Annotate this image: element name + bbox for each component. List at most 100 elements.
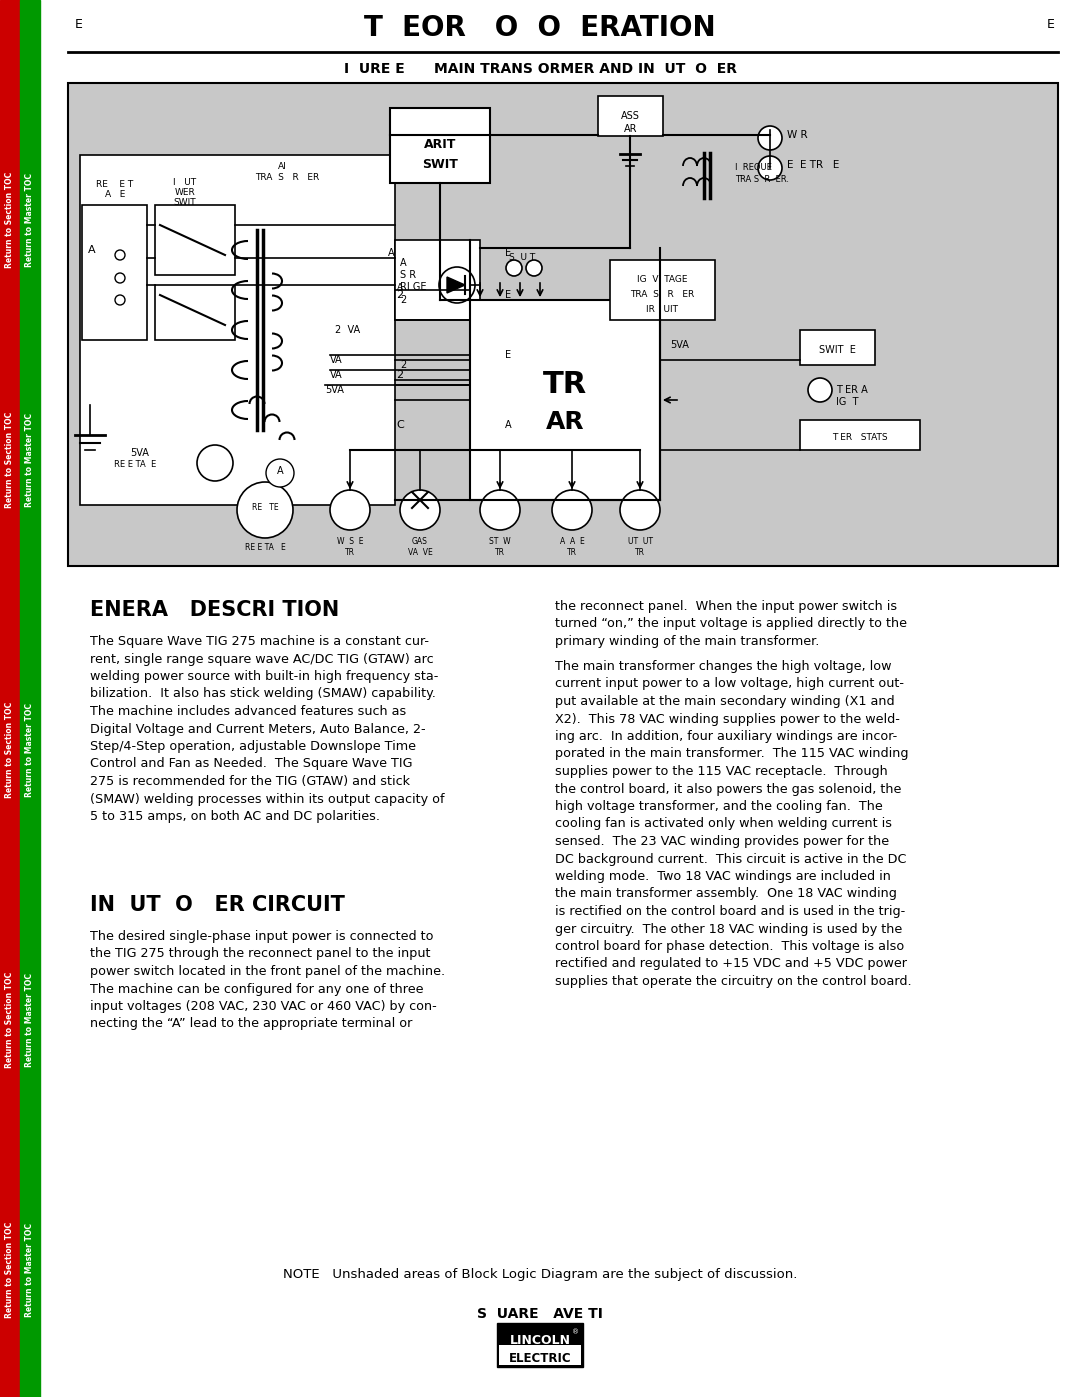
Circle shape <box>266 460 294 488</box>
Text: VA: VA <box>330 370 342 380</box>
Text: I  URE E      MAIN TRANS ORMER AND IN  UT  O  ER: I URE E MAIN TRANS ORMER AND IN UT O ER <box>343 61 737 75</box>
Bar <box>390 108 490 183</box>
Text: E: E <box>75 18 83 31</box>
Text: Return to Section TOC: Return to Section TOC <box>5 701 14 798</box>
Text: Return to Master TOC: Return to Master TOC <box>26 972 35 1067</box>
Text: The main transformer changes the high voltage, low
current input power to a low : The main transformer changes the high vo… <box>555 659 912 988</box>
Bar <box>156 285 235 339</box>
Text: Return to Section TOC: Return to Section TOC <box>5 972 14 1069</box>
Text: IN  UT  O   ER CIRCUIT: IN UT O ER CIRCUIT <box>90 895 345 915</box>
Text: 2  VA: 2 VA <box>335 326 360 335</box>
Text: A  A  E: A A E <box>559 536 584 546</box>
Circle shape <box>552 490 592 529</box>
Bar <box>156 205 235 275</box>
Text: TRA  S   R   ER: TRA S R ER <box>255 173 320 182</box>
Text: The Square Wave TIG 275 machine is a constant cur-
rent, single range square wav: The Square Wave TIG 275 machine is a con… <box>90 636 445 823</box>
Text: S R: S R <box>400 270 416 279</box>
Text: A   E: A E <box>105 190 125 198</box>
Text: A: A <box>389 249 395 258</box>
Text: the reconnect panel.  When the input power switch is
turned “on,” the input volt: the reconnect panel. When the input powe… <box>555 599 907 648</box>
Text: The desired single-phase input power is connected to
the TIG 275 through the rec: The desired single-phase input power is … <box>90 930 445 1031</box>
Circle shape <box>114 272 125 284</box>
Text: T  EOR   O  O  ERATION: T EOR O O ERATION <box>364 14 716 42</box>
Text: AR: AR <box>624 124 637 134</box>
Text: S  U T: S U T <box>509 253 535 263</box>
Text: A: A <box>400 258 407 268</box>
Text: 5VA: 5VA <box>325 386 343 395</box>
Bar <box>0 0 21 1397</box>
Bar <box>610 260 715 320</box>
Circle shape <box>197 446 233 481</box>
Bar <box>395 240 480 320</box>
Text: Return to Master TOC: Return to Master TOC <box>26 1222 35 1317</box>
Bar <box>82 205 147 339</box>
Circle shape <box>400 490 440 529</box>
Text: Return to Master TOC: Return to Master TOC <box>26 703 35 798</box>
Text: ®: ® <box>572 1329 580 1336</box>
Text: SWIT: SWIT <box>422 158 458 170</box>
Text: W  S  E: W S E <box>337 536 363 546</box>
Text: IG  T: IG T <box>836 397 859 407</box>
Text: RE E TA   E: RE E TA E <box>245 543 285 552</box>
Circle shape <box>114 295 125 305</box>
Circle shape <box>237 482 293 538</box>
Text: 5VA: 5VA <box>131 448 149 458</box>
Text: NOTE   Unshaded areas of Block Logic Diagram are the subject of discussion.: NOTE Unshaded areas of Block Logic Diagr… <box>283 1268 797 1281</box>
Text: GAS: GAS <box>413 536 428 546</box>
Text: AR: AR <box>545 409 584 434</box>
Bar <box>497 1323 583 1368</box>
Text: SWIT: SWIT <box>174 198 197 207</box>
Text: 2: 2 <box>400 360 406 370</box>
Circle shape <box>526 260 542 277</box>
Text: UT  UT: UT UT <box>627 536 652 546</box>
Text: ST  W: ST W <box>489 536 511 546</box>
Circle shape <box>114 250 125 260</box>
Text: E: E <box>505 351 511 360</box>
Text: S  UARE   AVE TI: S UARE AVE TI <box>477 1308 603 1322</box>
Bar <box>598 96 663 136</box>
Circle shape <box>808 379 832 402</box>
Text: RE    E T: RE E T <box>96 180 134 189</box>
Text: Return to Master TOC: Return to Master TOC <box>26 414 35 507</box>
Text: VA  VE: VA VE <box>407 548 432 557</box>
Text: IG  V  TAGE: IG V TAGE <box>637 275 688 284</box>
Text: IR   UIT: IR UIT <box>647 305 678 314</box>
Text: SWIT  E: SWIT E <box>819 345 856 355</box>
Text: ELECTRIC: ELECTRIC <box>509 1351 571 1365</box>
Text: I  REQUE: I REQUE <box>735 163 772 172</box>
Text: 2: 2 <box>396 291 404 300</box>
Text: Return to Section TOC: Return to Section TOC <box>5 412 14 509</box>
Text: Return to Section TOC: Return to Section TOC <box>5 1222 14 1319</box>
Circle shape <box>758 156 782 180</box>
Bar <box>21 0 40 1397</box>
Circle shape <box>507 260 522 277</box>
Circle shape <box>480 490 519 529</box>
Circle shape <box>438 267 475 303</box>
Circle shape <box>330 490 370 529</box>
Text: W R: W R <box>787 130 808 140</box>
Text: ARIT: ARIT <box>423 138 456 151</box>
Text: E: E <box>505 291 511 300</box>
Bar <box>800 330 875 365</box>
Text: WER: WER <box>175 189 195 197</box>
Text: TR: TR <box>495 548 505 557</box>
Bar <box>470 300 660 500</box>
Text: LINCOLN: LINCOLN <box>510 1334 570 1347</box>
Bar <box>80 155 395 504</box>
Text: 2: 2 <box>400 295 406 305</box>
Text: 2: 2 <box>396 370 404 380</box>
Text: I   UT: I UT <box>174 177 197 187</box>
Text: 5VA: 5VA <box>670 339 689 351</box>
Text: RI GE: RI GE <box>400 282 427 292</box>
Text: C: C <box>396 420 404 430</box>
Text: TR: TR <box>635 548 645 557</box>
Bar <box>499 1345 581 1365</box>
Text: E  E TR   E: E E TR E <box>787 161 839 170</box>
Text: AI: AI <box>278 162 287 170</box>
Text: TR: TR <box>345 548 355 557</box>
Text: TR: TR <box>567 548 577 557</box>
Text: T ER   STATS: T ER STATS <box>833 433 888 443</box>
Bar <box>800 420 920 450</box>
Circle shape <box>620 490 660 529</box>
Polygon shape <box>447 277 465 293</box>
